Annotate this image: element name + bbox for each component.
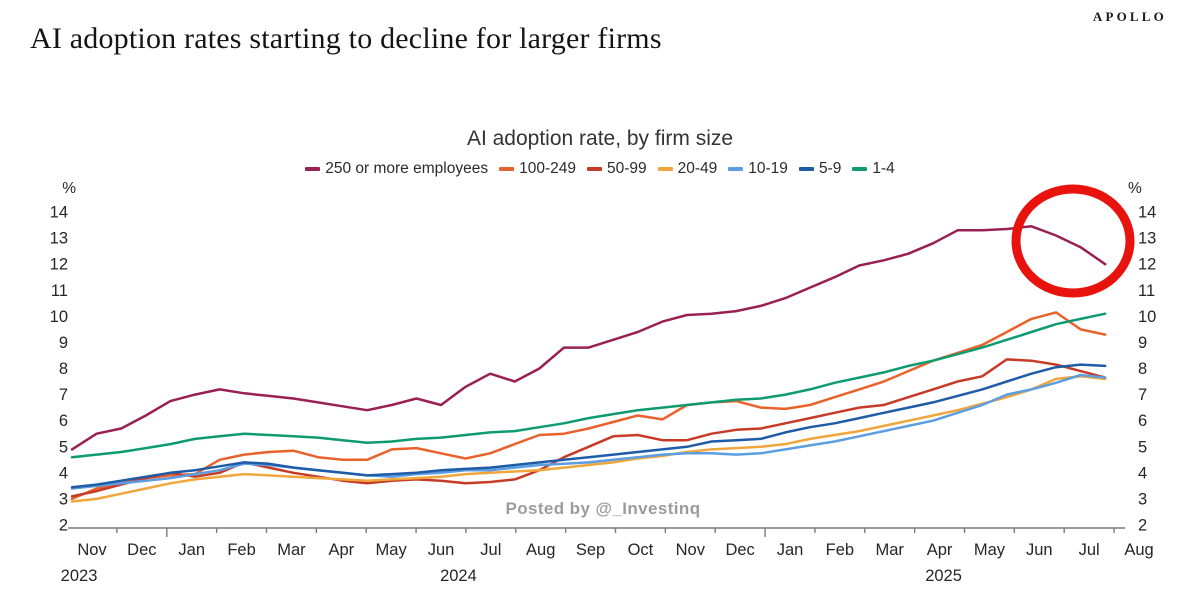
y-axis-left-label: 8 xyxy=(59,360,68,378)
x-axis-month-label: Oct xyxy=(628,541,654,559)
legend-label: 250 or more employees xyxy=(325,160,489,177)
x-axis-month-label: Jul xyxy=(1079,541,1100,559)
y-axis-right-label: 8 xyxy=(1138,360,1147,378)
y-axis-left-label: 7 xyxy=(59,386,68,404)
x-axis-month-label: Jun xyxy=(428,541,455,559)
decline-highlight-circle xyxy=(1011,184,1135,298)
apollo-logo: APOLLO xyxy=(1092,9,1167,24)
y-axis-right-label: 5 xyxy=(1138,438,1147,456)
watermark-text: Posted by @_Investinq xyxy=(505,499,701,518)
y-axis-right-label: 11 xyxy=(1138,282,1155,300)
legend-swatch xyxy=(499,167,515,171)
y-axis-right-label: 10 xyxy=(1138,308,1156,326)
x-axis-month-label: Jul xyxy=(480,541,501,559)
legend-swatch xyxy=(728,167,744,171)
y-axis-right-label: 12 xyxy=(1138,256,1156,274)
x-axis-month-label: May xyxy=(974,541,1006,559)
y-axis-left-label: 3 xyxy=(59,490,68,508)
y-axis-right-label: 9 xyxy=(1138,334,1147,352)
legend-item: 20-49 xyxy=(657,160,718,178)
legend-label: 100-249 xyxy=(519,160,576,177)
legend-item: 100-249 xyxy=(499,160,576,178)
legend-item: 10-19 xyxy=(728,160,788,178)
legend-item: 5-9 xyxy=(798,160,842,178)
y-axis-right-label: 7 xyxy=(1138,386,1147,404)
x-axis-year-label: 2024 xyxy=(440,567,477,585)
x-axis-month-label: Jan xyxy=(777,541,804,559)
x-axis-month-label: Aug xyxy=(1124,541,1153,559)
x-axis-month-label: Mar xyxy=(277,541,306,559)
y-axis-right-label: 6 xyxy=(1138,412,1147,430)
legend-item: 250 or more employees xyxy=(305,160,488,178)
legend-label: 10-19 xyxy=(748,160,788,177)
y-axis-left-label: 14 xyxy=(50,204,68,222)
y-axis-right-label: 14 xyxy=(1138,204,1156,222)
series-line-5-9 xyxy=(70,363,1107,489)
x-axis-month-label: Dec xyxy=(725,541,754,559)
y-axis-left-label: 4 xyxy=(59,464,68,482)
y-axis-left-label: 9 xyxy=(59,334,68,352)
legend-item: 50-99 xyxy=(586,160,647,178)
x-axis-month-label: Mar xyxy=(876,541,905,559)
y-axis-right-label: 4 xyxy=(1138,464,1147,482)
page-title: AI adoption rates starting to decline fo… xyxy=(30,22,662,55)
y-axis-right-label: 2 xyxy=(1138,517,1147,535)
legend-swatch xyxy=(798,167,814,171)
x-axis-year-label: 2023 xyxy=(61,567,98,585)
x-axis-month-label: Aug xyxy=(526,541,555,559)
y-axis-left-label: 2 xyxy=(59,517,68,535)
y-axis-left-label: 11 xyxy=(51,282,68,300)
series-line-1-4 xyxy=(70,312,1107,459)
legend-item: 1-4 xyxy=(852,160,895,178)
y-axis-left-label: 12 xyxy=(50,256,68,274)
y-axis-right-label: 13 xyxy=(1138,230,1156,248)
series-line-20-49 xyxy=(70,375,1107,503)
legend-label: 1-4 xyxy=(872,160,895,177)
legend-swatch xyxy=(305,167,321,171)
legend-swatch xyxy=(852,167,868,171)
y-axis-right-label: 3 xyxy=(1138,490,1147,508)
y-axis-left-label: 5 xyxy=(59,438,68,456)
x-axis-month-label: May xyxy=(376,541,408,559)
legend-label: 20-49 xyxy=(677,160,718,177)
x-axis-month-label: Jan xyxy=(178,541,205,559)
series-line-250-or-more-employees xyxy=(70,225,1107,451)
y-axis-left-label: 10 xyxy=(50,308,68,326)
x-axis-month-label: Feb xyxy=(826,541,854,559)
y-axis-right-unit-label: % xyxy=(1128,180,1142,197)
x-axis-month-label: Dec xyxy=(127,541,156,559)
x-axis-month-label: Feb xyxy=(227,541,255,559)
x-axis-month-label: Jun xyxy=(1026,541,1053,559)
chart-legend: 250 or more employees 100-249 50-99 20-49 10… xyxy=(0,160,1200,178)
x-axis-year-label: 2025 xyxy=(925,567,962,585)
y-axis-left-unit-label: % xyxy=(62,180,76,197)
series-line-10-19 xyxy=(70,373,1107,490)
x-axis-month-label: Nov xyxy=(676,541,706,559)
legend-swatch xyxy=(586,167,602,171)
y-axis-left-label: 6 xyxy=(59,412,68,430)
legend-label: 50-99 xyxy=(606,160,647,177)
x-axis-month-label: Nov xyxy=(77,541,107,559)
legend-label: 5-9 xyxy=(818,160,842,177)
x-axis-month-label: Apr xyxy=(927,541,953,559)
legend-swatch xyxy=(657,167,673,171)
x-axis-month-label: Apr xyxy=(328,541,354,559)
chart-title: AI adoption rate, by firm size xyxy=(466,127,734,150)
y-axis-left-label: 13 xyxy=(50,230,68,248)
x-axis-month-label: Sep xyxy=(576,541,605,559)
